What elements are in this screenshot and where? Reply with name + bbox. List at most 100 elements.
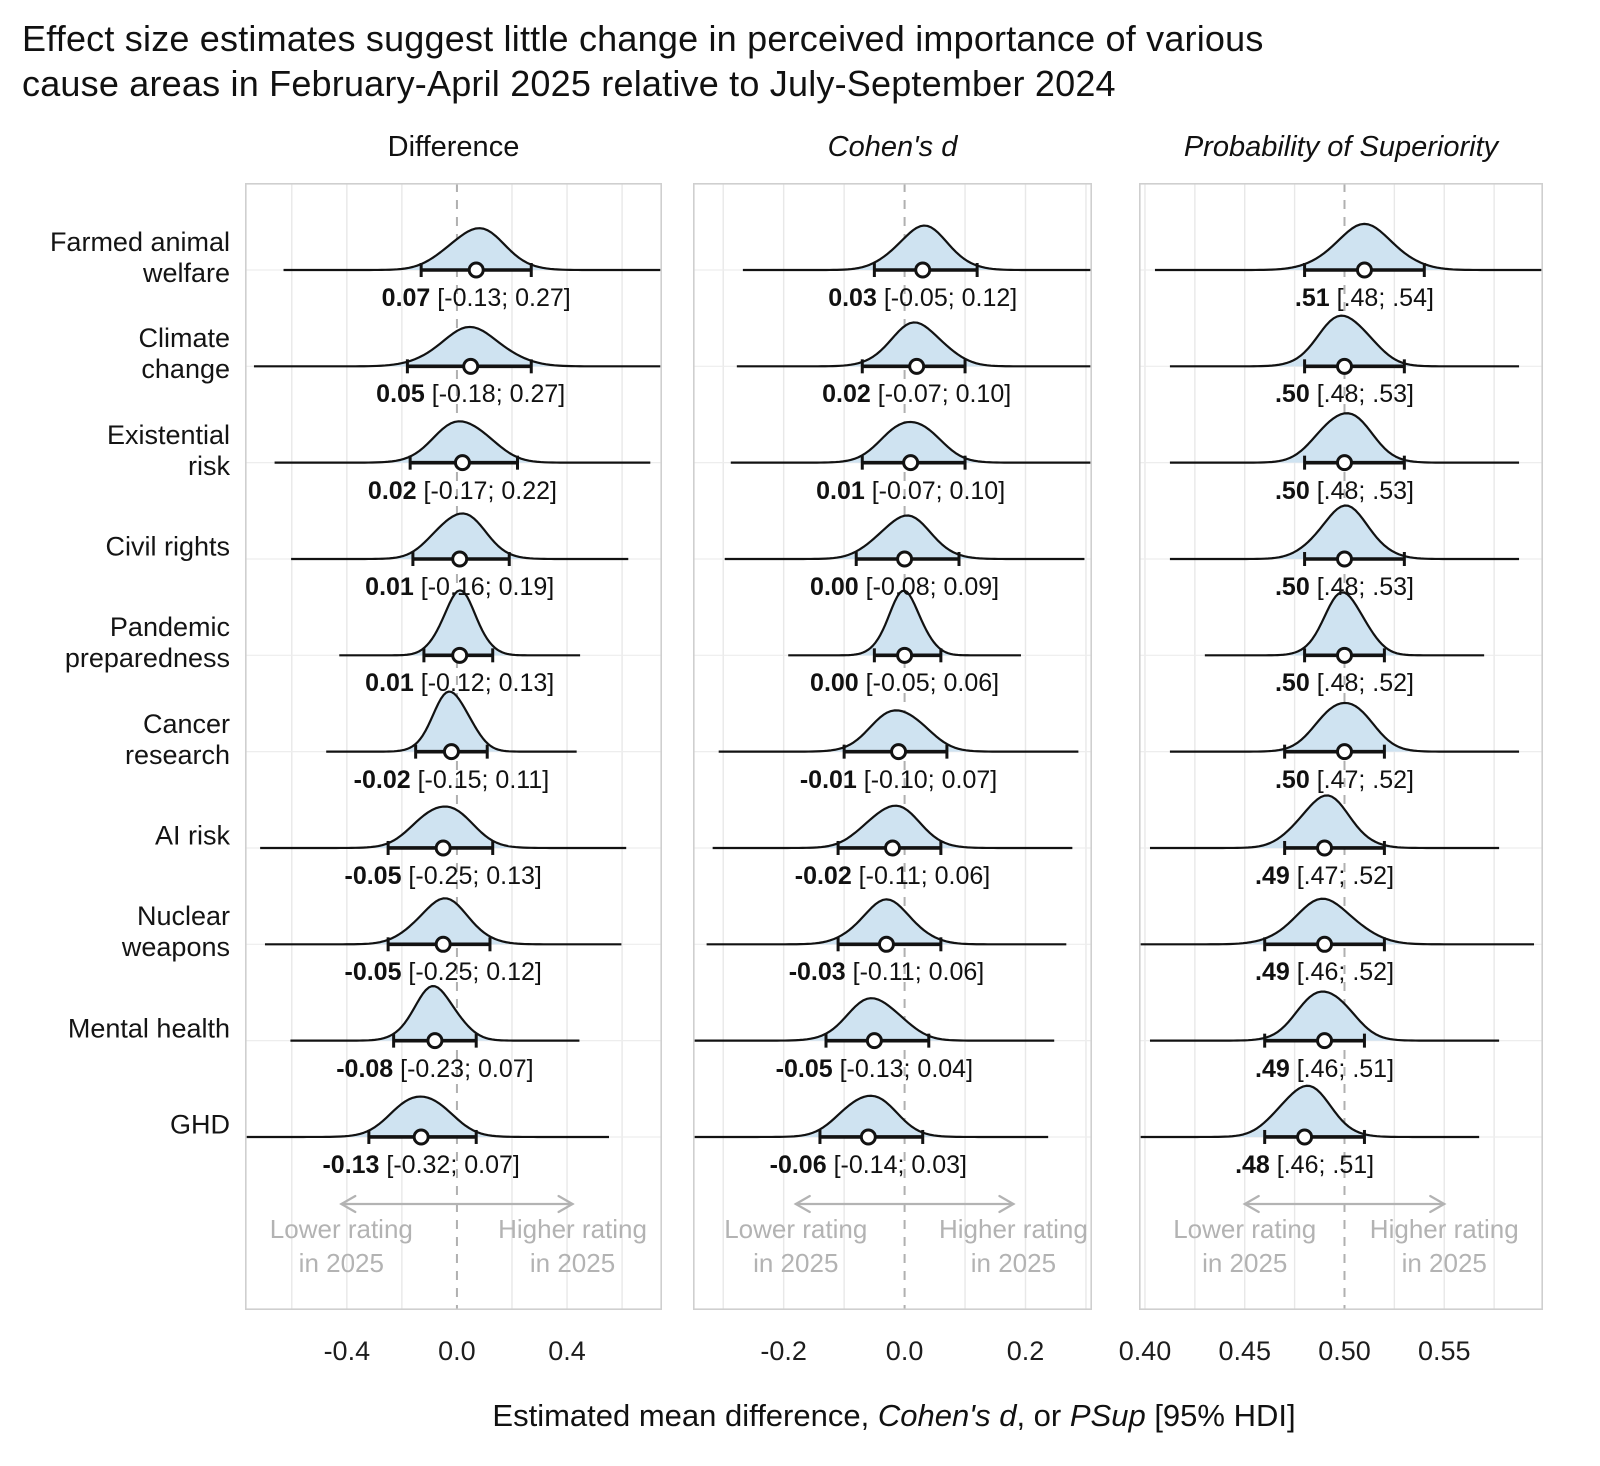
- point-estimate: [442, 743, 460, 761]
- density-fill: [706, 899, 1067, 945]
- estimate-label: 0.00 [-0.05; 0.06]: [810, 669, 1000, 698]
- density-row-3: [730, 420, 1091, 472]
- density-row-2: [736, 321, 1091, 375]
- point-estimate: [859, 1128, 877, 1146]
- density-outline: [694, 997, 1055, 1042]
- estimate-label: .50 [.48; .53]: [1274, 476, 1414, 505]
- density-fill: [1140, 898, 1535, 945]
- estimate-label: -0.13 [-0.32; 0.07]: [322, 1150, 520, 1179]
- density-outline: [1169, 314, 1520, 368]
- point-estimate: [1355, 261, 1373, 279]
- point-estimate: [896, 550, 914, 568]
- estimate-label: .49 [.46; .51]: [1255, 1054, 1395, 1083]
- density-row-7: [712, 804, 1073, 857]
- density-fill: [1140, 1085, 1480, 1137]
- point-estimate: [412, 1128, 430, 1146]
- row-label-farmed-animal-welfare: Farmed animal welfare: [49, 227, 230, 288]
- footer-annotation-left: Lower rating in 2025: [724, 1214, 868, 1278]
- panel-plot-1: [245, 183, 662, 1310]
- estimate-label: -0.08 [-0.23; 0.07]: [336, 1054, 534, 1083]
- point-estimate: [453, 454, 471, 472]
- point-estimate: [914, 261, 932, 279]
- density-outline: [264, 897, 622, 946]
- estimate-label: 0.02 [-0.07; 0.10]: [822, 380, 1012, 409]
- estimate-label: -0.02 [-0.11; 0.06]: [794, 861, 991, 890]
- density-fill: [694, 998, 1055, 1041]
- density-row-10: [1140, 1084, 1480, 1146]
- density-row-4: [1169, 504, 1520, 568]
- density-fill: [1169, 315, 1520, 367]
- range-arrow: [1242, 1194, 1447, 1214]
- estimate-label: .49 [.47; .52]: [1255, 861, 1395, 890]
- footer-annotation-right: Higher rating in 2025: [498, 1214, 647, 1278]
- x-tick-label: -0.4: [323, 1336, 371, 1366]
- estimate-label: .50 [.48; .53]: [1274, 572, 1414, 601]
- density-outline: [730, 420, 1091, 464]
- estimate-label: 0.03 [-0.05; 0.12]: [828, 284, 1018, 312]
- estimate-label: 0.07 [-0.13; 0.27]: [381, 284, 571, 312]
- density-outline: [283, 227, 661, 272]
- density-fill: [736, 322, 1091, 367]
- density-fill: [788, 590, 1021, 656]
- panel-border: [245, 183, 662, 1310]
- density-row-3: [274, 420, 651, 472]
- density-row-1: [1154, 222, 1542, 279]
- density-fill: [274, 421, 651, 463]
- point-estimate: [884, 839, 901, 857]
- point-estimate: [877, 935, 895, 953]
- density-outline: [712, 804, 1073, 850]
- point-estimate: [1316, 1032, 1334, 1050]
- row-label-nuclear-weapons: Nuclear weapons: [121, 901, 230, 963]
- density-fill: [326, 691, 577, 752]
- density-fill: [1149, 991, 1500, 1041]
- estimate-label: 0.01 [-0.12; 0.13]: [365, 669, 555, 698]
- point-estimate: [1335, 550, 1353, 568]
- density-row-10: [694, 1094, 1049, 1146]
- density-outline: [253, 325, 661, 368]
- density-row-6: [326, 690, 577, 761]
- panel-header-1: Difference: [387, 131, 520, 163]
- density-fill: [730, 421, 1091, 463]
- density-row-5: [788, 589, 1021, 664]
- density-fill: [718, 710, 1079, 752]
- estimate-label: .50 [.48; .53]: [1274, 380, 1414, 409]
- footer-annotation-left: Lower rating in 2025: [269, 1214, 413, 1278]
- density-row-9: [290, 985, 580, 1050]
- chart-title-line-2: cause areas in February-April 2025 relat…: [22, 63, 1116, 104]
- density-outline: [694, 1094, 1049, 1139]
- row-label-ai-risk: AI risk: [154, 820, 230, 851]
- density-row-7: [260, 805, 627, 857]
- x-tick-label: 0.0: [885, 1336, 924, 1366]
- point-estimate: [451, 646, 469, 664]
- x-tick-label: 0.45: [1218, 1336, 1272, 1366]
- estimate-label: -0.05 [-0.25; 0.12]: [344, 958, 542, 987]
- density-row-1: [742, 224, 1091, 279]
- density-fill: [1169, 702, 1520, 752]
- density-fill: [260, 806, 627, 848]
- density-outline: [1149, 794, 1500, 850]
- density-outline: [718, 709, 1079, 753]
- row-label-cancer-research: Cancer research: [124, 708, 230, 770]
- point-estimate: [1335, 646, 1353, 664]
- density-row-8: [264, 897, 622, 953]
- density-outline: [736, 321, 1091, 368]
- point-estimate: [902, 454, 920, 472]
- estimate-label: .50 [.48; .52]: [1274, 669, 1414, 698]
- density-fill: [246, 1096, 610, 1137]
- density-outline: [1140, 897, 1535, 946]
- density-fill: [1169, 505, 1520, 559]
- density-fill: [291, 513, 629, 559]
- density-outline: [724, 514, 1085, 561]
- footer-annotation-right: Higher rating in 2025: [938, 1214, 1088, 1278]
- estimate-label: 0.05 [-0.18; 0.27]: [376, 380, 566, 409]
- density-fill: [742, 225, 1091, 270]
- estimate-label: -0.03 [-0.11; 0.06]: [788, 958, 985, 987]
- footer-annotation-left: Lower rating in 2025: [1173, 1214, 1317, 1278]
- point-estimate: [462, 357, 480, 375]
- density-outline: [706, 898, 1067, 946]
- density-fill: [694, 1095, 1049, 1137]
- density-outline: [260, 805, 627, 850]
- point-estimate: [1335, 454, 1353, 472]
- density-fill: [1149, 795, 1500, 848]
